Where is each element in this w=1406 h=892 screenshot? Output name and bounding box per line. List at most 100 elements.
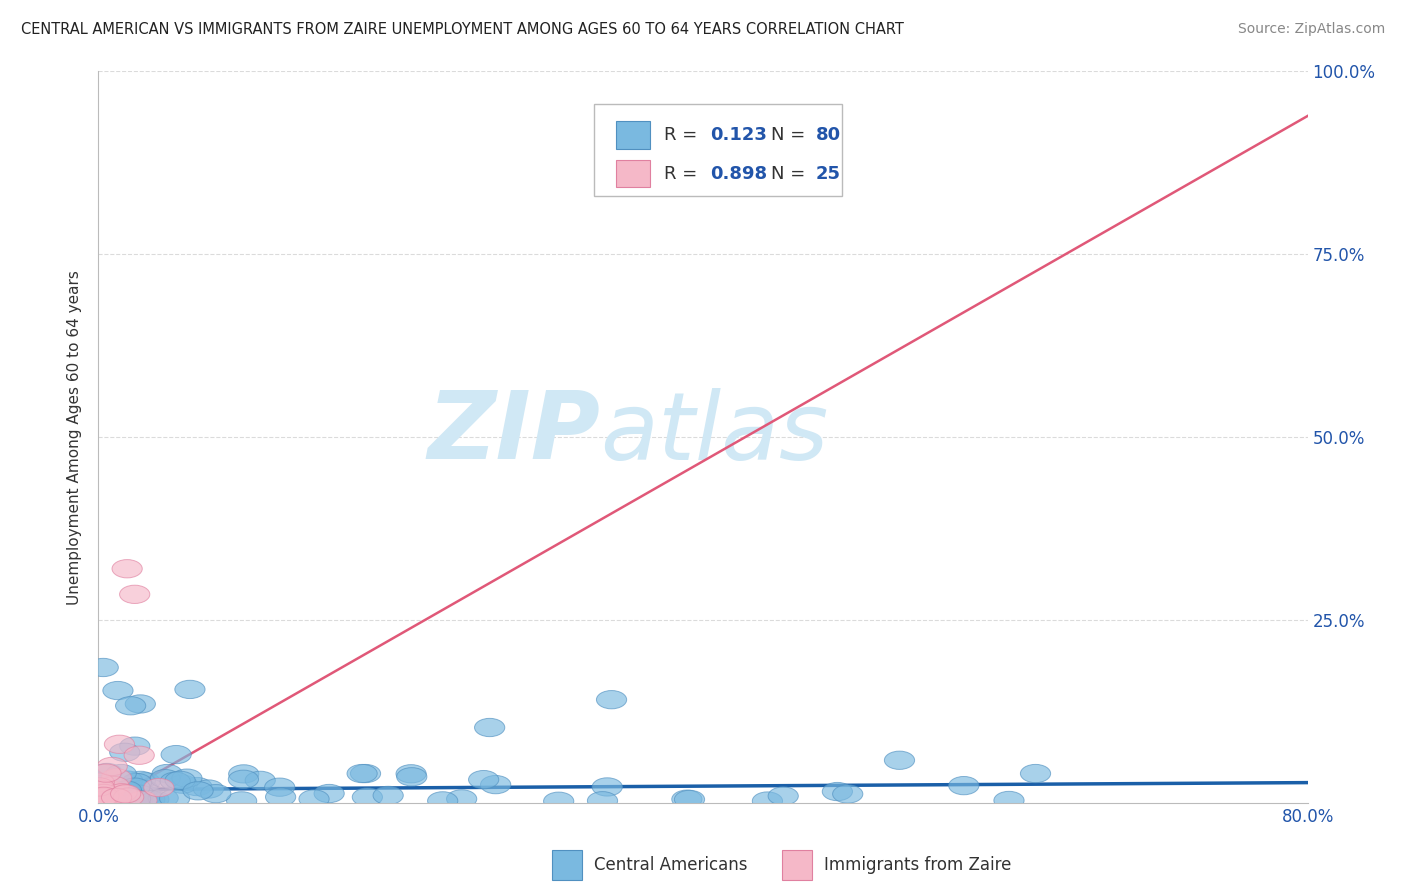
- Ellipse shape: [111, 780, 142, 799]
- Ellipse shape: [475, 718, 505, 737]
- Ellipse shape: [266, 788, 295, 806]
- Ellipse shape: [675, 790, 704, 808]
- Ellipse shape: [112, 559, 142, 578]
- Ellipse shape: [135, 790, 165, 809]
- Ellipse shape: [89, 787, 120, 805]
- Ellipse shape: [226, 792, 257, 810]
- Ellipse shape: [174, 681, 205, 698]
- Ellipse shape: [87, 764, 118, 782]
- Ellipse shape: [373, 786, 404, 805]
- Ellipse shape: [87, 782, 118, 801]
- Ellipse shape: [112, 771, 142, 789]
- Ellipse shape: [97, 792, 128, 811]
- Ellipse shape: [121, 773, 152, 792]
- Ellipse shape: [91, 764, 121, 782]
- Ellipse shape: [672, 790, 702, 808]
- FancyBboxPatch shape: [616, 160, 650, 187]
- Ellipse shape: [544, 792, 574, 810]
- Ellipse shape: [139, 790, 169, 808]
- Text: CENTRAL AMERICAN VS IMMIGRANTS FROM ZAIRE UNEMPLOYMENT AMONG AGES 60 TO 64 YEARS: CENTRAL AMERICAN VS IMMIGRANTS FROM ZAIR…: [21, 22, 904, 37]
- Text: 80: 80: [815, 126, 841, 144]
- Ellipse shape: [314, 784, 344, 803]
- Ellipse shape: [87, 790, 118, 809]
- Ellipse shape: [823, 782, 852, 801]
- Ellipse shape: [427, 792, 458, 810]
- Ellipse shape: [98, 788, 128, 806]
- Ellipse shape: [124, 785, 155, 804]
- Ellipse shape: [96, 791, 127, 810]
- Ellipse shape: [104, 735, 135, 754]
- Ellipse shape: [122, 791, 153, 810]
- Text: 0.898: 0.898: [710, 164, 768, 183]
- Ellipse shape: [111, 782, 141, 800]
- Ellipse shape: [350, 764, 381, 782]
- Ellipse shape: [127, 791, 157, 809]
- Ellipse shape: [183, 781, 214, 800]
- Ellipse shape: [396, 768, 427, 786]
- Y-axis label: Unemployment Among Ages 60 to 64 years: Unemployment Among Ages 60 to 64 years: [67, 269, 83, 605]
- Ellipse shape: [111, 785, 141, 803]
- Ellipse shape: [125, 772, 156, 789]
- Ellipse shape: [752, 792, 783, 810]
- Ellipse shape: [120, 778, 150, 797]
- Ellipse shape: [181, 778, 212, 796]
- Ellipse shape: [245, 772, 276, 789]
- Ellipse shape: [160, 772, 190, 790]
- Text: N =: N =: [770, 126, 811, 144]
- Ellipse shape: [111, 784, 142, 802]
- Ellipse shape: [105, 764, 136, 782]
- Ellipse shape: [481, 775, 510, 794]
- Ellipse shape: [131, 787, 162, 805]
- Ellipse shape: [89, 784, 120, 803]
- Ellipse shape: [121, 789, 150, 808]
- Ellipse shape: [118, 789, 149, 808]
- Ellipse shape: [167, 775, 197, 793]
- FancyBboxPatch shape: [782, 850, 811, 880]
- Ellipse shape: [89, 789, 118, 806]
- Ellipse shape: [84, 778, 114, 796]
- Ellipse shape: [120, 737, 150, 756]
- Text: atlas: atlas: [600, 388, 828, 479]
- Ellipse shape: [162, 746, 191, 764]
- Ellipse shape: [84, 775, 115, 794]
- Ellipse shape: [89, 658, 118, 677]
- Ellipse shape: [84, 773, 114, 791]
- Ellipse shape: [832, 785, 863, 803]
- Ellipse shape: [264, 778, 295, 797]
- Ellipse shape: [159, 789, 190, 807]
- Ellipse shape: [228, 770, 259, 789]
- Ellipse shape: [90, 790, 121, 809]
- Ellipse shape: [396, 764, 426, 783]
- Ellipse shape: [165, 772, 195, 789]
- Ellipse shape: [107, 784, 136, 802]
- Text: R =: R =: [664, 126, 703, 144]
- Text: N =: N =: [770, 164, 811, 183]
- FancyBboxPatch shape: [616, 121, 650, 149]
- Ellipse shape: [94, 780, 125, 799]
- Ellipse shape: [994, 791, 1024, 810]
- Text: R =: R =: [664, 164, 703, 183]
- Ellipse shape: [150, 770, 180, 788]
- Ellipse shape: [1021, 764, 1050, 782]
- Ellipse shape: [468, 771, 499, 789]
- Ellipse shape: [100, 791, 129, 810]
- Ellipse shape: [299, 789, 329, 808]
- Ellipse shape: [201, 785, 231, 803]
- Ellipse shape: [125, 695, 156, 713]
- Ellipse shape: [101, 789, 132, 806]
- Ellipse shape: [143, 779, 174, 797]
- Ellipse shape: [949, 777, 979, 795]
- Ellipse shape: [84, 780, 114, 798]
- Ellipse shape: [91, 764, 122, 781]
- Ellipse shape: [98, 776, 129, 795]
- Ellipse shape: [87, 791, 117, 810]
- Ellipse shape: [768, 787, 799, 805]
- Text: 0.123: 0.123: [710, 126, 768, 144]
- Text: Immigrants from Zaire: Immigrants from Zaire: [824, 856, 1011, 874]
- Ellipse shape: [447, 789, 477, 808]
- Ellipse shape: [592, 778, 623, 796]
- Ellipse shape: [96, 782, 125, 800]
- FancyBboxPatch shape: [595, 104, 842, 195]
- Ellipse shape: [229, 764, 259, 783]
- Ellipse shape: [347, 764, 377, 782]
